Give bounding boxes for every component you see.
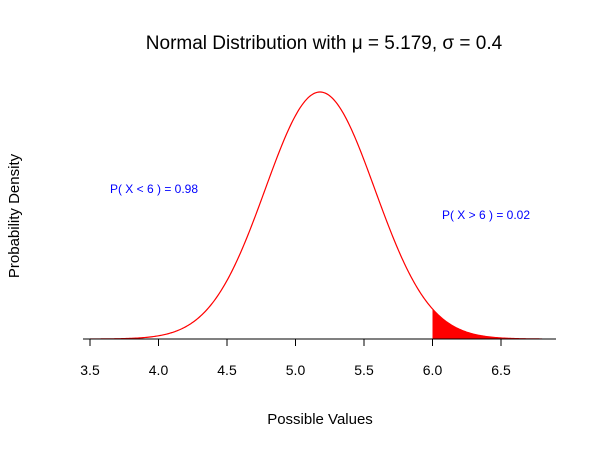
x-axis-ticks: 3.5 4.0 4.5 5.0 5.5 6.0 6.5 xyxy=(80,339,511,378)
x-tick-label: 5.0 xyxy=(286,362,306,378)
x-tick-label: 4.0 xyxy=(149,362,169,378)
x-tick-label: 3.5 xyxy=(80,362,100,378)
x-tick-label: 4.5 xyxy=(217,362,237,378)
annotation-lower-tail-probability: P( X < 6 ) = 0.98 xyxy=(110,182,198,196)
annotation-upper-tail-probability: P( X > 6 ) = 0.02 xyxy=(442,208,530,222)
x-axis-label: Possible Values xyxy=(267,411,373,428)
x-tick-label: 6.0 xyxy=(423,362,443,378)
chart-title: Normal Distribution with μ = 5.179, σ = … xyxy=(146,33,503,54)
density-curve xyxy=(90,91,543,340)
y-axis-label: Probability Density xyxy=(6,153,23,278)
plot-area: 3.5 4.0 4.5 5.0 5.5 6.0 6.5 xyxy=(80,91,556,378)
x-tick-label: 5.5 xyxy=(354,362,374,378)
upper-tail-shaded-area xyxy=(432,308,543,339)
x-tick-label: 6.5 xyxy=(491,362,511,378)
